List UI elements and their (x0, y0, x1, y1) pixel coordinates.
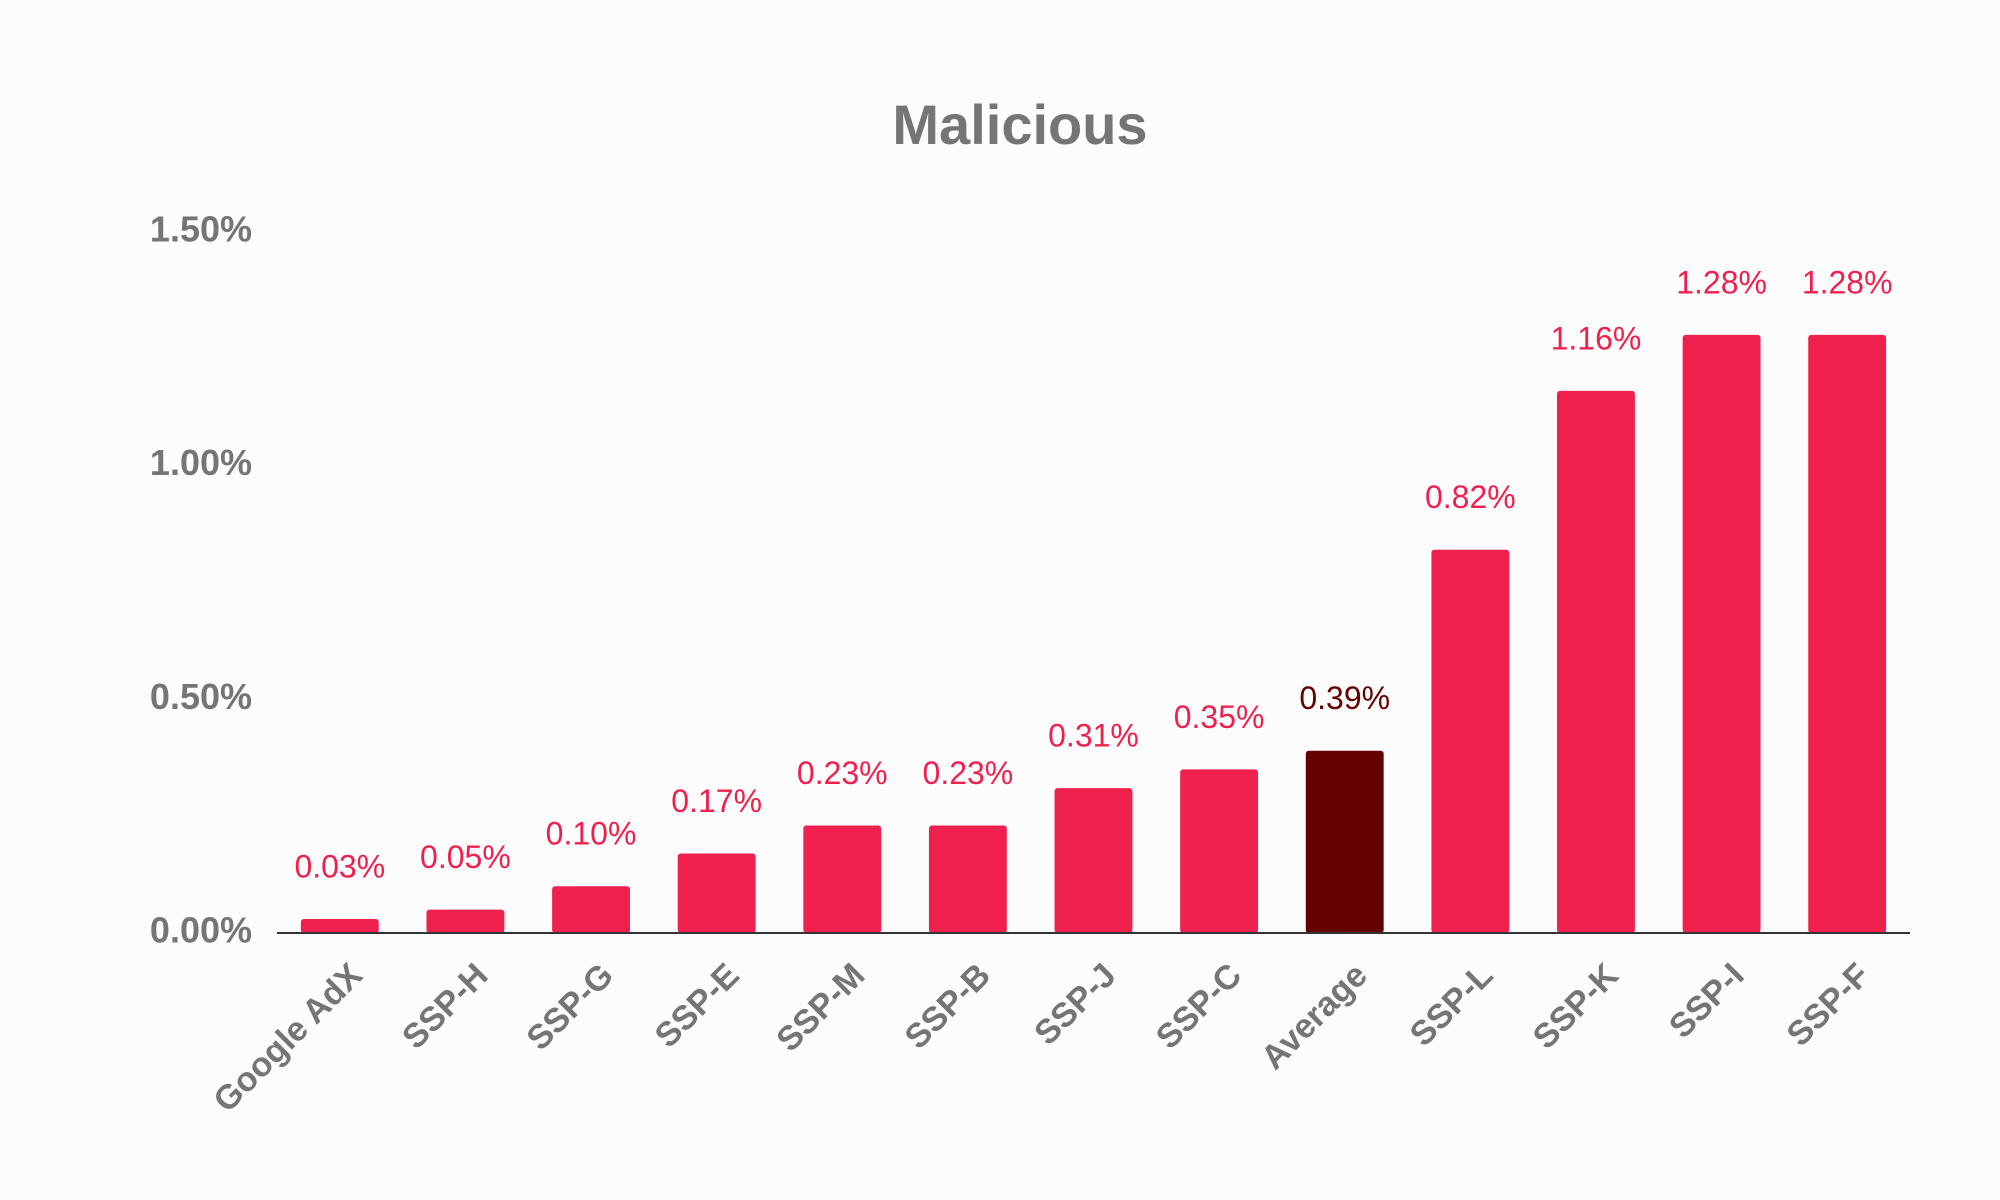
value-label: 0.31% (1048, 718, 1139, 754)
y-tick-label: 1.00% (150, 442, 252, 483)
x-tick-label: SSP-L (1403, 956, 1501, 1054)
value-label: 0.23% (797, 755, 888, 791)
x-tick-label: SSP-C (1149, 956, 1249, 1056)
y-tick-label: 1.50% (150, 209, 252, 250)
bar (803, 825, 882, 933)
bar (1682, 334, 1761, 933)
bar (552, 886, 630, 933)
bar (1808, 334, 1887, 933)
bar (426, 909, 505, 933)
x-tick-label: Average (1254, 956, 1375, 1077)
bar (1305, 750, 1384, 933)
value-label: 0.82% (1425, 479, 1516, 515)
x-tick-label: SSP-F (1780, 956, 1878, 1054)
value-label: 0.35% (1174, 699, 1265, 735)
x-tick-label: SSP-I (1662, 956, 1752, 1046)
y-tick-label: 0.50% (150, 676, 252, 717)
x-tick-label: SSP-M (769, 956, 872, 1059)
value-label: 0.17% (671, 783, 762, 819)
x-tick-label: SSP-E (648, 956, 747, 1055)
x-tick-label: SSP-B (898, 956, 998, 1056)
x-tick-label: SSP-J (1027, 956, 1123, 1052)
value-label: 0.10% (546, 816, 637, 852)
bar (928, 825, 1007, 933)
bar (1180, 769, 1259, 933)
x-tick-label: Google AdX (206, 956, 370, 1120)
value-label: 0.39% (1299, 680, 1390, 716)
value-label: 1.28% (1676, 264, 1767, 300)
bar (300, 918, 379, 933)
value-label: 1.28% (1802, 264, 1893, 300)
y-tick-label: 0.00% (150, 910, 252, 951)
bar (1054, 788, 1133, 933)
value-label: 1.16% (1551, 320, 1642, 356)
value-label: 0.05% (420, 839, 511, 875)
value-label: 0.03% (294, 848, 385, 884)
chart-title: Malicious (892, 93, 1147, 156)
bar (1431, 549, 1510, 933)
bar (677, 853, 756, 933)
x-tick-label: SSP-G (519, 956, 621, 1058)
value-label: 0.23% (923, 755, 1014, 791)
x-tick-label: SSP-K (1526, 956, 1627, 1057)
x-tick-label: SSP-H (395, 956, 495, 1056)
bar (1557, 390, 1635, 934)
